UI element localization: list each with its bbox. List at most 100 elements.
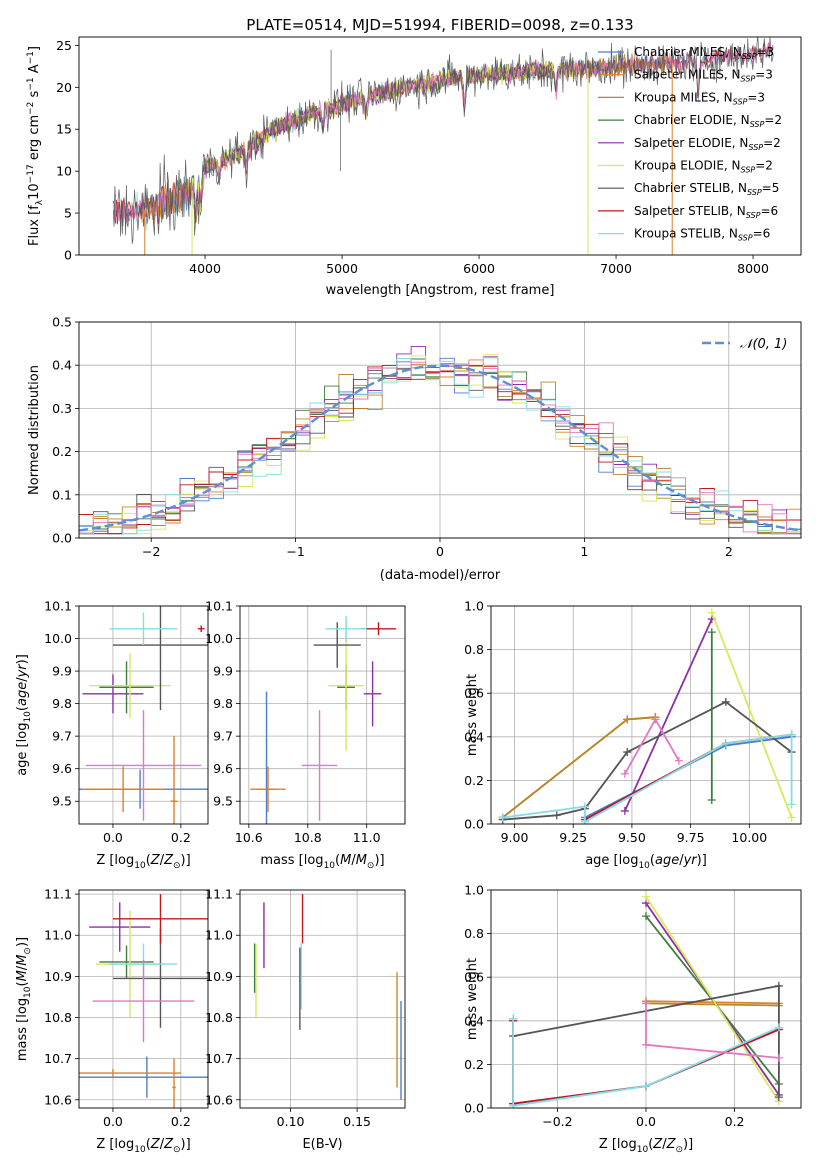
weight-marker (774, 1023, 783, 1032)
legend-label: Kroupa MILES, NSSP=3 (634, 90, 765, 106)
label-part: / (160, 853, 165, 868)
weight-marker (620, 806, 629, 815)
error-bar-point (82, 674, 144, 714)
x-axis-label: Z [log10(Z/Z⊙)] (96, 853, 190, 871)
error-bar-point (197, 625, 205, 633)
legend-label: Salpeter STELIB, NSSP=6 (634, 204, 778, 220)
label-part: Z (150, 853, 161, 868)
label-part: Z (163, 1137, 174, 1152)
x-tick-label: 11.0 (353, 830, 381, 845)
y-tick-label: 0.0 (464, 817, 484, 832)
label-part: )] (181, 853, 191, 868)
error-bar-point (85, 710, 202, 821)
y-tick-label: 10.1 (44, 599, 72, 614)
label-part: ⊙ (173, 1145, 181, 1155)
y-tick-label: 10.9 (44, 969, 72, 984)
x-axis-label: E(B-V) (302, 1137, 342, 1152)
weight-marker (674, 756, 683, 765)
weight-line (502, 733, 793, 824)
y-tick-label: 9.7 (52, 729, 72, 744)
y-tick-label: 0.1 (52, 487, 72, 502)
x-tick-label: 0 (436, 544, 444, 559)
weight-marker (642, 1082, 650, 1091)
x-axis-label: (data-model)/error (380, 568, 501, 583)
y-tick-label: 0.2 (464, 1057, 484, 1072)
label-part: )] (697, 853, 707, 868)
y-tick-label: 10.7 (44, 1051, 72, 1066)
error-bar-point (89, 902, 151, 952)
weight-marker (552, 811, 561, 820)
error-bar-point (79, 1056, 208, 1098)
x-tick-label: 0.2 (171, 1114, 191, 1129)
error-bar-point (89, 653, 171, 719)
y-tick-label: 1.0 (464, 599, 484, 614)
weight-marker (707, 796, 716, 805)
label-part: M (356, 853, 367, 868)
y-tick-label: 9.9 (52, 664, 72, 679)
axes: 9.00 9.25 9.50 9.75 10.00 0.0 0.2 0.4 0.6 0.8 1.0 a… (464, 599, 802, 871)
weight-marker (623, 748, 632, 757)
y-axis-label: Flux [fλ10−17 erg cm−2 s−1 A−1] (26, 46, 45, 246)
x-axis-label: wavelength [Angstrom, rest frame] (326, 283, 555, 298)
y-tick-label: 0.0 (52, 531, 72, 546)
plot-area (79, 346, 801, 538)
y-tick-label: 5 (64, 206, 72, 221)
y-tick-label: 11.0 (205, 928, 233, 943)
y-tick-label: 11.0 (44, 928, 72, 943)
legend-part: SSP (741, 75, 756, 84)
error-bar-point (99, 661, 154, 714)
weight-line (624, 717, 680, 775)
y-tick-label: 10.8 (205, 1010, 233, 1025)
error-bar-point (82, 766, 164, 812)
plot-area (79, 606, 208, 824)
y-axis-label: mass [log10(M/M⊙)] (15, 937, 33, 1061)
age-vs-Z-panel: 0.0 0.29.59.69.79.89.910.010.1Z [log10(Z/… (15, 599, 209, 871)
legend-part: Chabrier ELODIE, N (634, 113, 750, 127)
label-part: age (15, 682, 30, 706)
x-tick-label: 0.0 (103, 1114, 123, 1129)
legend-label: Salpeter MILES, NSSP=3 (634, 68, 773, 84)
axes: 4000 5000 6000 7000 8000 0 5 10 15 20 25 wavelength… (26, 36, 802, 298)
axes: 0.0 0.210.610.710.810.911.011.1Z [log10(Z… (15, 887, 209, 1155)
label-part: 10 (637, 1145, 649, 1155)
error-bar-point (112, 929, 208, 1028)
label-part: Z (666, 1137, 677, 1152)
error-bar-point (363, 661, 382, 727)
y-tick-label: 0.6 (464, 970, 484, 985)
label-part: ⊙ (675, 1145, 683, 1155)
y-axis-label: age [log10(age/yr)] (15, 654, 33, 776)
axes: −0.2 0.0 0.20.00.20.40.60.81.0Z [log10(Z/Z… (464, 883, 802, 1155)
label-part: / (662, 1137, 667, 1152)
weight-marker (774, 981, 783, 990)
mass-vs-ebv-panel: 0.10 0.15 10.6 10.7 10.8 10.9 11.0 11.1 E(B-V) (205, 887, 406, 1152)
label-part: −17 (26, 164, 36, 183)
legend-part: Salpeter ELODIE, N (634, 136, 748, 150)
label-part: ( (146, 1137, 151, 1152)
weight-marker (787, 800, 796, 809)
weight-marker (509, 1101, 518, 1108)
weight-marker (721, 739, 730, 748)
x-tick-label: 7000 (600, 261, 632, 276)
axes-frame (490, 605, 802, 825)
grid (240, 605, 405, 824)
error-bar-point (92, 959, 195, 1043)
weight-line (645, 1003, 779, 1059)
label-part: ( (335, 853, 340, 868)
label-part: Z (150, 1137, 161, 1152)
legend-part: SSP (742, 52, 757, 61)
weight-line (710, 612, 793, 818)
y-tick-label: 10.7 (205, 1051, 233, 1066)
y-tick-label: 9.5 (52, 794, 72, 809)
axes-frame (490, 889, 802, 1109)
legend-part: Kroupa STELIB, N (634, 227, 738, 241)
x-tick-label: 9.75 (677, 830, 705, 845)
axes-frame (239, 605, 406, 825)
y-tick-label: 9.8 (52, 696, 72, 711)
label-part: yr (683, 853, 699, 868)
label-part: yr (15, 663, 30, 679)
weight-marker (774, 1053, 783, 1062)
y-tick-label: 0.8 (464, 642, 484, 657)
label-part: age [log (585, 853, 638, 868)
label-part: −2 (26, 102, 36, 115)
label-part: Flux [f (27, 205, 42, 246)
